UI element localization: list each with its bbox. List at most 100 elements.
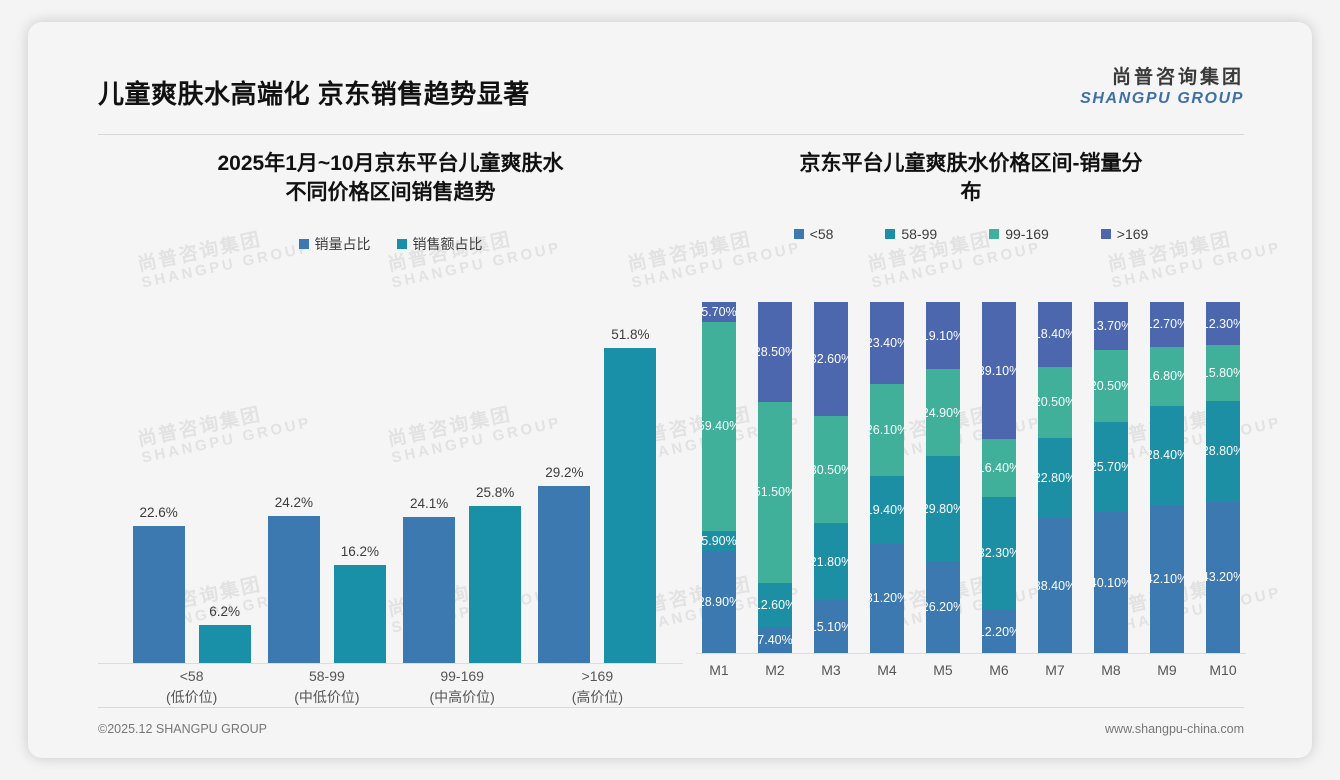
stack-segment-<58[interactable]: 31.20%	[870, 543, 904, 653]
footer-divider	[98, 707, 1244, 708]
legend-item-58-99[interactable]: 58-99	[885, 226, 937, 242]
stack-segment-<58[interactable]: 40.10%	[1094, 512, 1128, 653]
stack-segment-58-99[interactable]: 21.80%	[814, 523, 848, 600]
stack-segment-99-169[interactable]: 30.50%	[814, 416, 848, 524]
stacked-bar[interactable]: 18.40% 20.50% 22.80% 38.40%	[1038, 302, 1072, 653]
stack-segment-99-169[interactable]: 26.10%	[870, 384, 904, 476]
bar[interactable]	[538, 486, 591, 663]
bar-group: 24.2% 16.2%	[267, 324, 386, 663]
bar-column[interactable]: 22.6%	[132, 324, 185, 663]
stack-segment->169[interactable]: 13.70%	[1094, 302, 1128, 351]
stack-segment-99-169[interactable]: 51.50%	[758, 402, 792, 583]
stack-segment-label: 5.70%	[702, 305, 736, 320]
bar[interactable]	[604, 348, 657, 663]
right-chart-title-line1: 京东平台儿童爽肤水价格区间-销量分	[799, 152, 1143, 175]
right-chart-legend: <58 58-99 99-169 >169	[696, 226, 1246, 242]
stack-segment-58-99[interactable]: 5.90%	[702, 530, 736, 552]
legend-label: 销量占比	[314, 235, 371, 252]
stack-segment-<58[interactable]: 28.90%	[702, 551, 736, 653]
stacked-bar[interactable]: 28.50% 51.50% 12.60% 7.40%	[758, 302, 792, 653]
x-tick-label: M9	[1157, 662, 1177, 678]
stack-segment->169[interactable]: 5.70%	[702, 302, 736, 323]
stack-segment-label: 24.90%	[926, 405, 960, 420]
bar-column[interactable]: 25.8%	[469, 324, 522, 663]
stack-segment-<58[interactable]: 12.20%	[982, 610, 1016, 653]
stack-segment-99-169[interactable]: 15.80%	[1206, 345, 1240, 401]
stacked-bar[interactable]: 32.60% 30.50% 21.80% 15.10%	[814, 302, 848, 653]
bar[interactable]	[403, 517, 456, 663]
stack-segment-<58[interactable]: 7.40%	[758, 627, 792, 653]
stack-segment-label: 5.90%	[702, 534, 736, 549]
stack-segment->169[interactable]: 23.40%	[870, 302, 904, 385]
bar[interactable]	[469, 506, 522, 663]
stack-segment-<58[interactable]: 42.10%	[1150, 505, 1184, 653]
bar-column[interactable]: 16.2%	[333, 324, 386, 663]
bar-column[interactable]: 6.2%	[198, 324, 251, 663]
stack-segment->169[interactable]: 12.70%	[1150, 302, 1184, 347]
x-tick-label: M1	[709, 662, 729, 678]
stack-segment-label: 43.20%	[1206, 570, 1240, 585]
stack-segment-<58[interactable]: 26.20%	[926, 561, 960, 653]
stack-segment-label: 19.10%	[926, 328, 960, 343]
stack-segment-58-99[interactable]: 28.40%	[1150, 405, 1184, 506]
x-tick-label: M8	[1101, 662, 1121, 678]
stack-segment-99-169[interactable]: 24.90%	[926, 369, 960, 457]
stacked-bar[interactable]: 23.40% 26.10% 19.40% 31.20%	[870, 302, 904, 653]
legend-label: 99-169	[1005, 225, 1049, 242]
x-tick-label: M4	[877, 662, 897, 678]
stack-segment-label: 12.30%	[1206, 316, 1240, 331]
stacked-bar[interactable]: 13.70% 20.50% 25.70% 40.10%	[1094, 302, 1128, 653]
stack-segment->169[interactable]: 39.10%	[982, 302, 1016, 440]
stacked-bar[interactable]: 12.30% 15.80% 28.80% 43.20%	[1206, 302, 1240, 653]
right-chart-title: 京东平台儿童爽肤水价格区间-销量分 布	[696, 150, 1246, 208]
legend-item-<58[interactable]: <58	[793, 226, 833, 242]
stacked-bar[interactable]: 19.10% 24.90% 29.80% 26.20%	[926, 302, 960, 653]
bar-column[interactable]: 24.2%	[267, 324, 320, 663]
stack-segment-58-99[interactable]: 12.60%	[758, 582, 792, 627]
left-chart-title: 2025年1月~10月京东平台儿童爽肤水 不同价格区间销售趋势	[98, 150, 683, 208]
bar[interactable]	[198, 625, 251, 663]
x-tick-label: 99-169 (中高价位)	[403, 666, 521, 708]
legend-item-99-169[interactable]: 99-169	[989, 226, 1049, 242]
stack-segment->169[interactable]: 19.10%	[926, 302, 960, 370]
stacked-bar[interactable]: 5.70% 59.40% 5.90% 28.90%	[702, 302, 736, 653]
stack-segment->169[interactable]: 18.40%	[1038, 302, 1072, 367]
bar-column[interactable]: 29.2%	[538, 324, 591, 663]
stack-segment-58-99[interactable]: 29.80%	[926, 456, 960, 562]
stack-segment-label: 12.70%	[1150, 317, 1184, 332]
legend-item-销售额占比[interactable]: 销售额占比	[396, 234, 483, 254]
legend-item-销量占比[interactable]: 销量占比	[298, 234, 371, 254]
bar-column[interactable]: 51.8%	[604, 324, 657, 663]
stack-segment-58-99[interactable]: 22.80%	[1038, 438, 1072, 519]
bar[interactable]	[333, 565, 386, 663]
stacked-bar[interactable]: 39.10% 16.40% 32.30% 12.20%	[982, 302, 1016, 653]
stack-segment-99-169[interactable]: 16.40%	[982, 439, 1016, 497]
stack-segment-label: 15.80%	[1206, 365, 1240, 380]
stack-segment-99-169[interactable]: 20.50%	[1038, 366, 1072, 439]
legend-item->169[interactable]: >169	[1100, 226, 1148, 242]
left-chart-title-line2: 不同价格区间销售趋势	[285, 180, 496, 204]
stack-segment-58-99[interactable]: 25.70%	[1094, 422, 1128, 513]
stack-segment-<58[interactable]: 15.10%	[814, 600, 848, 653]
stack-segment-label: 16.80%	[1150, 369, 1184, 384]
stack-segment-58-99[interactable]: 32.30%	[982, 496, 1016, 611]
stack-segment-58-99[interactable]: 28.80%	[1206, 400, 1240, 502]
stack-segment-<58[interactable]: 38.40%	[1038, 518, 1072, 653]
stack-segment-99-169[interactable]: 59.40%	[702, 322, 736, 531]
stack-segment->169[interactable]: 28.50%	[758, 302, 792, 403]
stack-segment->169[interactable]: 12.30%	[1206, 302, 1240, 346]
stack-segment-label: 28.80%	[1206, 444, 1240, 459]
stacked-bar[interactable]: 12.70% 16.80% 28.40% 42.10%	[1150, 302, 1184, 653]
stack-segment-99-169[interactable]: 20.50%	[1094, 350, 1128, 423]
bar-column[interactable]: 24.1%	[403, 324, 456, 663]
bar[interactable]	[132, 526, 185, 663]
stack-segment-<58[interactable]: 43.20%	[1206, 501, 1240, 653]
logo-english-text: SHANGPU GROUP	[1080, 90, 1244, 107]
stack-segment->169[interactable]: 32.60%	[814, 302, 848, 417]
stack-segment-99-169[interactable]: 16.80%	[1150, 346, 1184, 406]
bar[interactable]	[267, 516, 320, 663]
stack-segment-label: 31.20%	[870, 591, 904, 606]
x-tick-label: M2	[765, 662, 785, 678]
stack-segment-58-99[interactable]: 19.40%	[870, 475, 904, 544]
stack-segment-label: 26.10%	[870, 422, 904, 437]
